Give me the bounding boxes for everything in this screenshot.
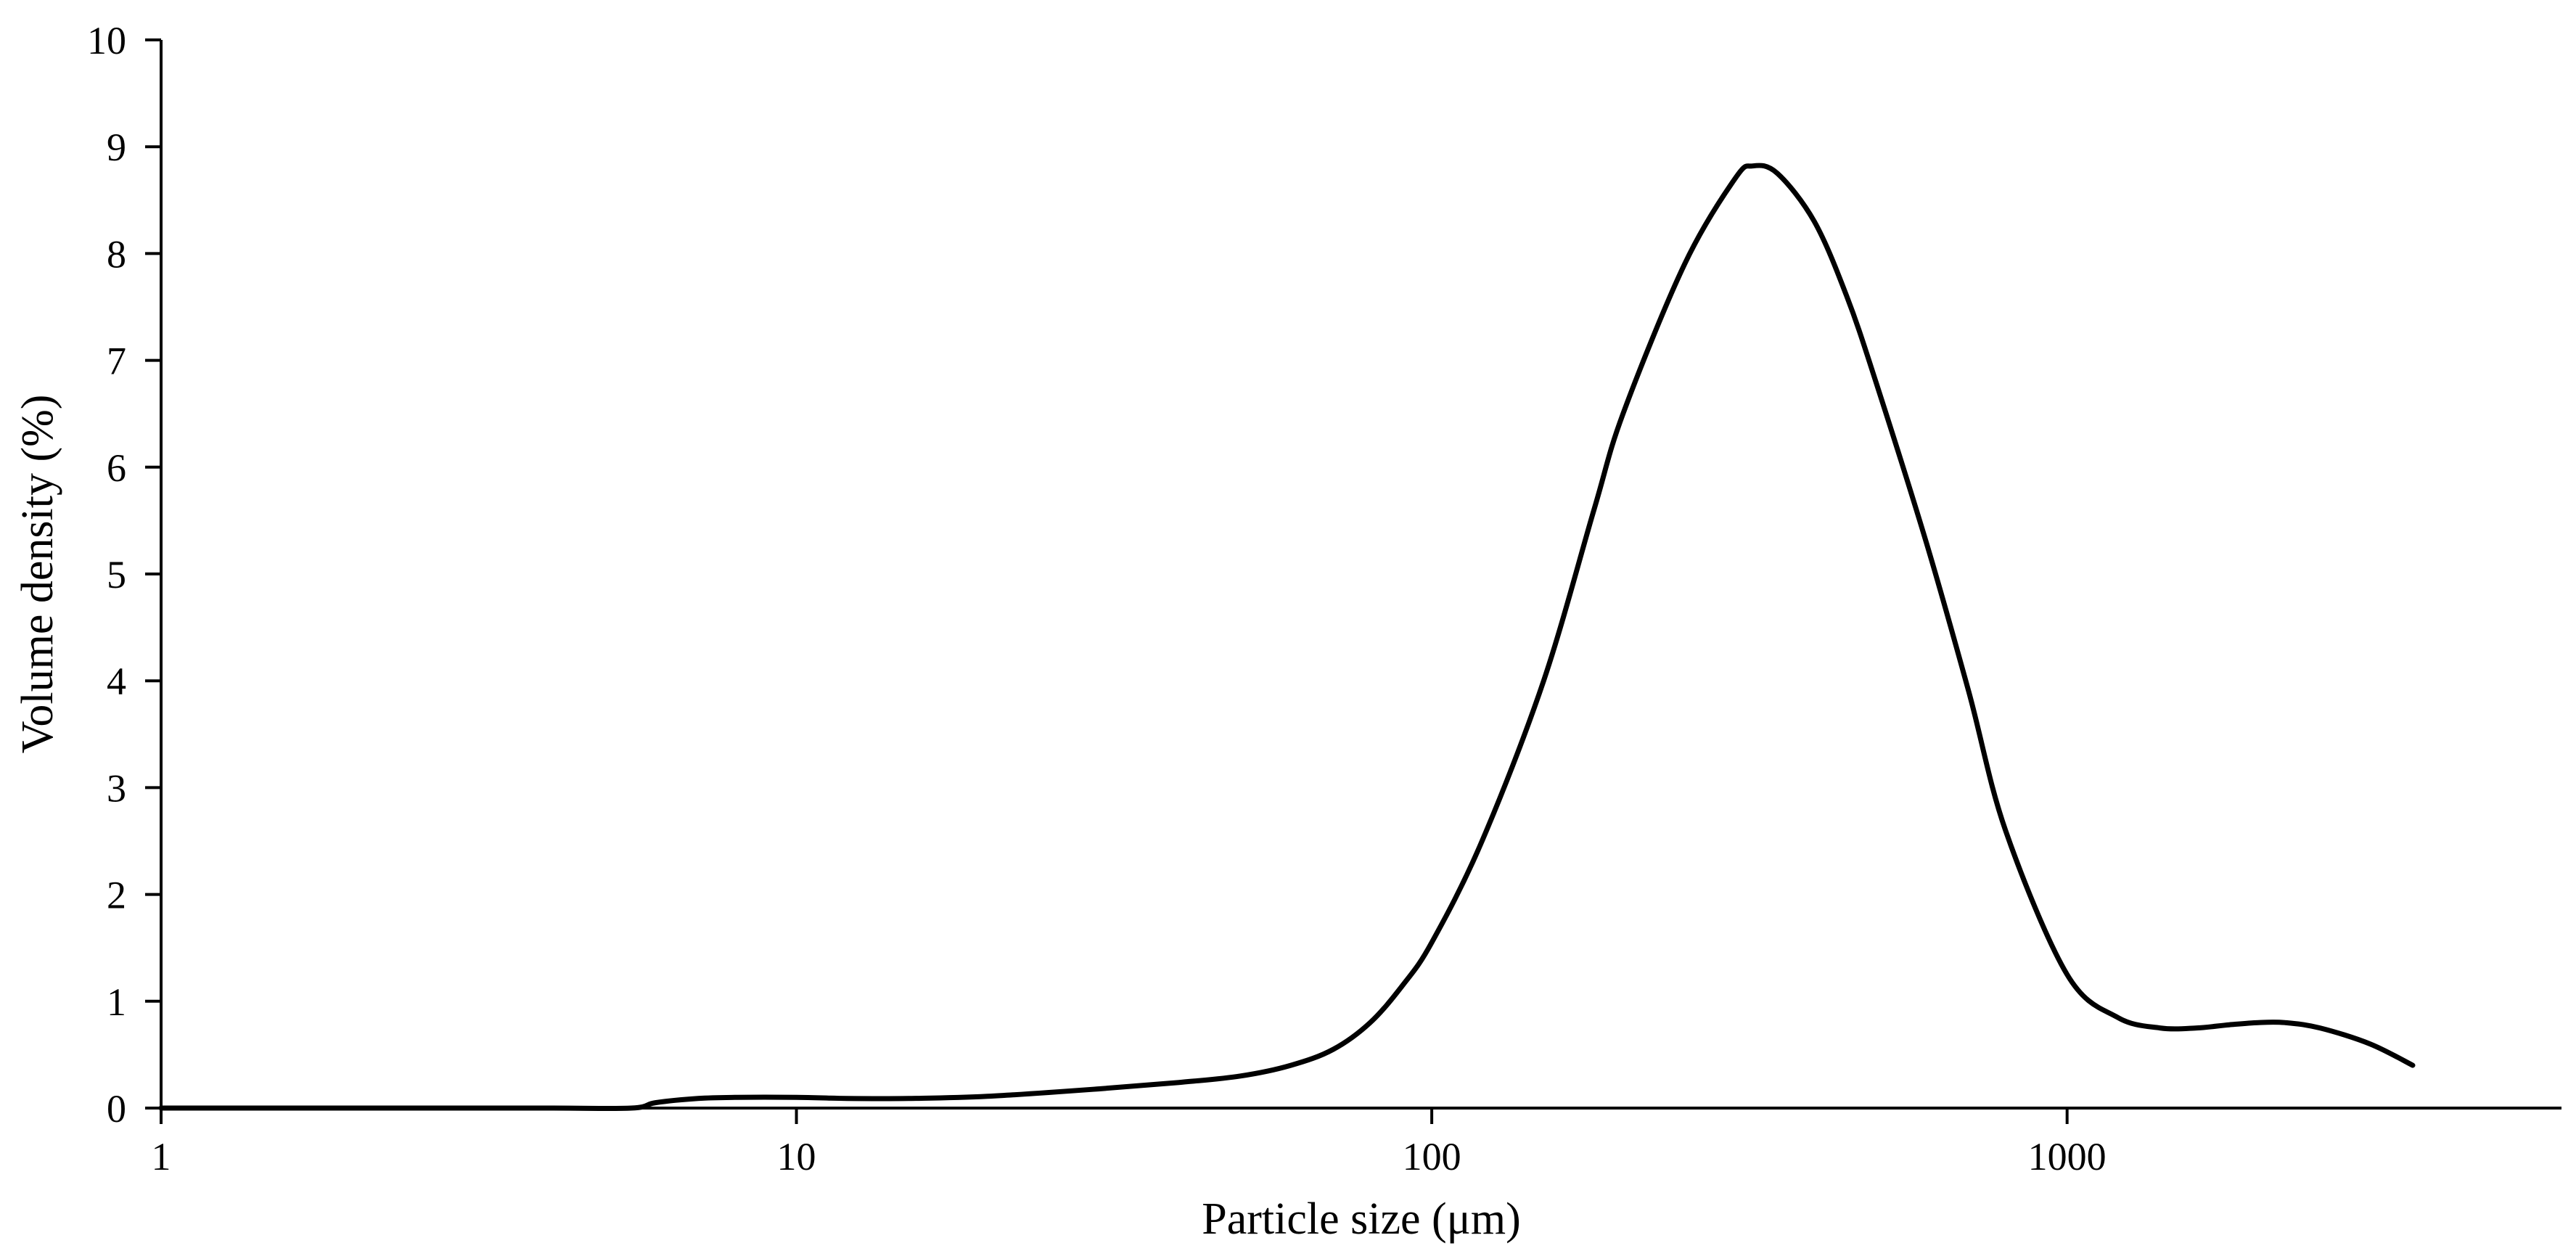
y-tick-label: 3: [107, 766, 126, 810]
y-tick-label: 5: [107, 553, 126, 596]
x-axis-ticks: 1 10 100 1000: [152, 1108, 2107, 1178]
y-tick-label: 0: [107, 1087, 126, 1131]
y-tick-label: 8: [107, 232, 126, 276]
y-tick-label: 6: [107, 446, 126, 490]
volume-density-line: [158, 163, 2416, 1112]
y-axis-ticks: 0 1 2 3 4 5 6 7 8 9 10: [87, 19, 161, 1131]
y-tick-label: 7: [107, 340, 126, 383]
x-tick-label: 1000: [2028, 1135, 2107, 1178]
y-tick-label: 2: [107, 874, 126, 917]
x-tick-label: 100: [1403, 1135, 1461, 1178]
x-tick-label: 10: [777, 1135, 816, 1178]
x-tick-label: 1: [152, 1135, 171, 1178]
y-tick-label: 9: [107, 126, 126, 169]
y-tick-label: 10: [87, 19, 126, 62]
y-tick-label: 1: [107, 980, 126, 1024]
y-tick-label: 4: [107, 660, 126, 703]
x-axis-title: Particle size (μm): [1202, 1194, 1521, 1244]
y-axis-title: Volume density (%): [13, 395, 62, 754]
